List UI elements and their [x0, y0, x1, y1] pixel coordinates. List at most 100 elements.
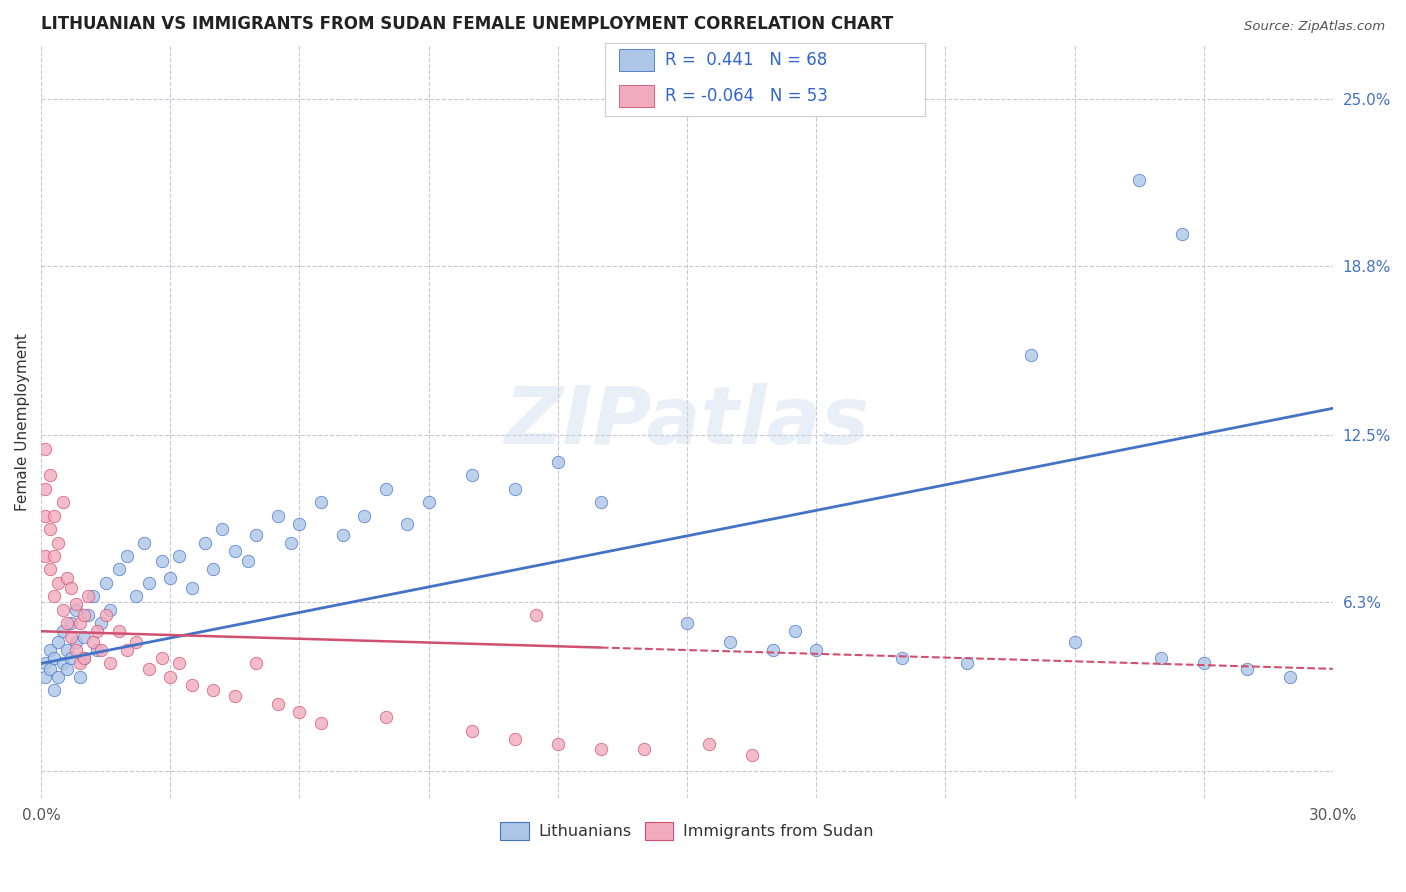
Point [82, 590, 104, 604]
Point [288, 705, 311, 719]
Point [34, 508, 56, 523]
Point [309, 715, 332, 730]
Point [42, 683, 65, 698]
Point [65, 598, 87, 612]
Point [34, 657, 56, 671]
Point [34, 670, 56, 684]
Point [56, 616, 79, 631]
Point [107, 562, 129, 576]
Point [150, 651, 173, 665]
Point [1278, 670, 1301, 684]
Point [1063, 635, 1085, 649]
Point [194, 535, 217, 549]
Point [42, 651, 65, 665]
Point [150, 554, 173, 568]
Point [806, 643, 828, 657]
Point [1192, 657, 1215, 671]
Point [42, 590, 65, 604]
Point [332, 527, 354, 541]
Point [180, 678, 202, 692]
Point [56, 570, 79, 584]
Point [115, 549, 138, 563]
Point [224, 689, 246, 703]
Point [94, 575, 117, 590]
Point [73, 651, 96, 665]
Point [65, 603, 87, 617]
Point [38, 522, 60, 536]
Point [245, 527, 267, 541]
Point [524, 608, 547, 623]
Point [86, 643, 108, 657]
Point [956, 657, 979, 671]
Text: LITHUANIAN VS IMMIGRANTS FROM SUDAN FEMALE UNEMPLOYMENT CORRELATION CHART: LITHUANIAN VS IMMIGRANTS FROM SUDAN FEMA… [41, 15, 893, 33]
Point [180, 581, 202, 595]
Point [46, 670, 69, 684]
Point [589, 495, 612, 509]
Point [69, 657, 91, 671]
Point [741, 747, 763, 762]
Point [125, 590, 148, 604]
Point [503, 482, 526, 496]
Point [267, 697, 290, 711]
Point [309, 495, 332, 509]
Point [1150, 651, 1173, 665]
Point [77, 608, 100, 623]
Point [374, 482, 396, 496]
Point [589, 742, 612, 756]
Point [52, 624, 75, 639]
Text: ZIPatlas: ZIPatlas [505, 383, 869, 461]
Point [94, 608, 117, 623]
Point [125, 635, 148, 649]
Point [460, 723, 482, 738]
Point [34, 482, 56, 496]
Point [34, 442, 56, 456]
Point [697, 737, 720, 751]
Point [73, 608, 96, 623]
Text: Source: ZipAtlas.com: Source: ZipAtlas.com [1244, 20, 1385, 33]
Point [60, 630, 83, 644]
Point [42, 549, 65, 563]
Point [1171, 227, 1194, 241]
Point [211, 522, 233, 536]
Point [60, 616, 83, 631]
Point [98, 657, 121, 671]
Point [46, 635, 69, 649]
Point [60, 581, 83, 595]
Point [42, 508, 65, 523]
Point [56, 643, 79, 657]
Point [38, 468, 60, 483]
Text: R = -0.064   N = 53: R = -0.064 N = 53 [665, 87, 828, 105]
Point [115, 643, 138, 657]
Point [38, 562, 60, 576]
Point [38, 662, 60, 676]
Point [503, 731, 526, 746]
Point [718, 635, 741, 649]
Point [159, 570, 181, 584]
Point [783, 624, 806, 639]
Point [52, 603, 75, 617]
Point [77, 590, 100, 604]
Point [1236, 662, 1258, 676]
Legend: Lithuanians, Immigrants from Sudan: Lithuanians, Immigrants from Sudan [494, 816, 880, 847]
Point [762, 643, 785, 657]
Point [1128, 173, 1150, 187]
Point [90, 643, 112, 657]
Point [38, 643, 60, 657]
Point [46, 535, 69, 549]
Y-axis label: Female Unemployment: Female Unemployment [15, 333, 30, 510]
Point [56, 662, 79, 676]
Point [236, 554, 259, 568]
Point [73, 651, 96, 665]
Point [73, 630, 96, 644]
Point [52, 495, 75, 509]
Point [224, 543, 246, 558]
Point [418, 495, 440, 509]
Point [547, 737, 569, 751]
Point [460, 468, 482, 483]
Point [374, 710, 396, 724]
Point [98, 603, 121, 617]
Point [34, 549, 56, 563]
Point [52, 657, 75, 671]
Point [65, 643, 87, 657]
Point [86, 624, 108, 639]
